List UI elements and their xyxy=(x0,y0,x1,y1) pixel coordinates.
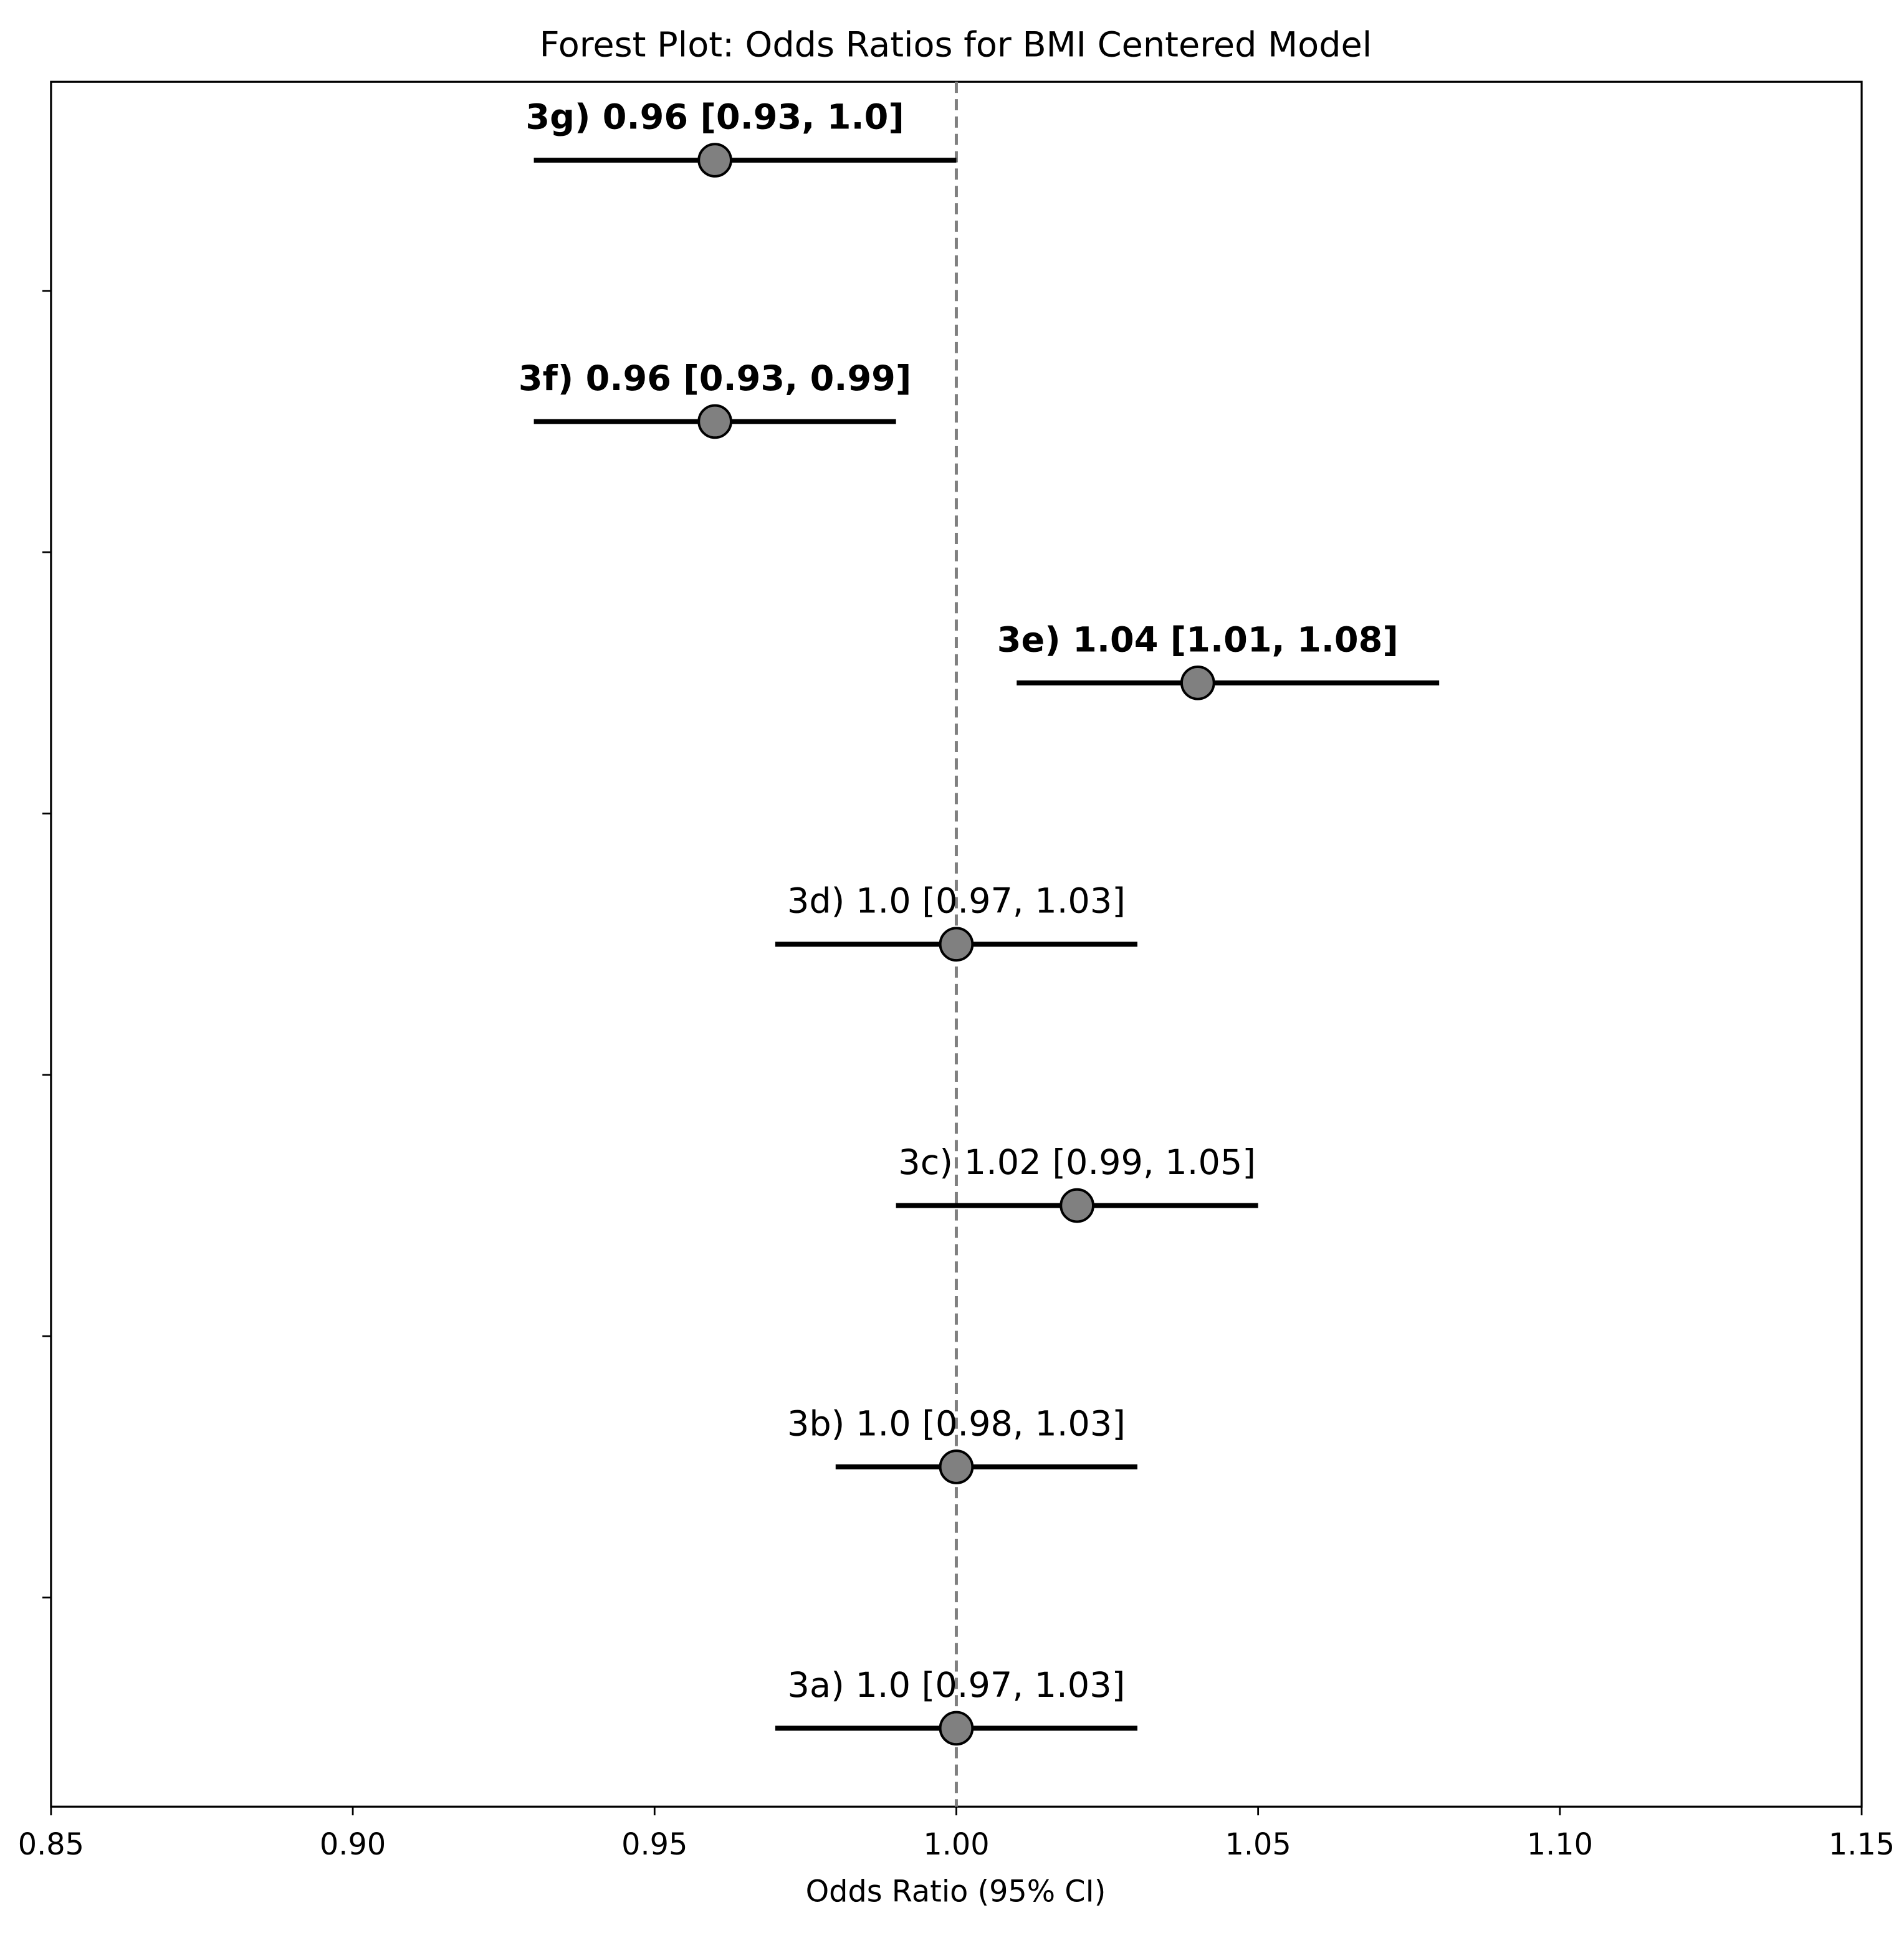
point xyxy=(1180,666,1215,700)
point-label: 3a) 1.0 [0.97, 1.03] xyxy=(788,1665,1126,1706)
point xyxy=(939,927,974,962)
point-label: 3d) 1.0 [0.97, 1.03] xyxy=(787,881,1126,922)
point xyxy=(1060,1188,1094,1223)
x-tick-label: 0.85 xyxy=(18,1828,84,1862)
chart-title: Forest Plot: Odds Ratios for BMI Centere… xyxy=(540,25,1372,65)
point-label: 3e) 1.04 [1.01, 1.08] xyxy=(997,619,1399,660)
point-label: 3f) 0.96 [0.93, 0.99] xyxy=(519,358,911,399)
x-tick-label: 0.95 xyxy=(621,1828,687,1862)
point xyxy=(697,143,732,178)
x-tick-label: 1.15 xyxy=(1829,1828,1895,1862)
x-tick-label: 1.10 xyxy=(1527,1828,1593,1862)
point xyxy=(697,404,732,439)
point-label: 3c) 1.02 [0.99, 1.05] xyxy=(898,1142,1256,1183)
point xyxy=(939,1711,974,1746)
x-axis-label: Odds Ratio (95% CI) xyxy=(806,1874,1106,1909)
point xyxy=(939,1449,974,1484)
x-tick-label: 0.90 xyxy=(320,1828,386,1862)
x-tick-label: 1.05 xyxy=(1225,1828,1291,1862)
point-label: 3b) 1.0 [0.98, 1.03] xyxy=(787,1404,1126,1444)
point-label: 3g) 0.96 [0.93, 1.0] xyxy=(525,97,904,138)
x-tick-label: 1.00 xyxy=(923,1828,989,1862)
